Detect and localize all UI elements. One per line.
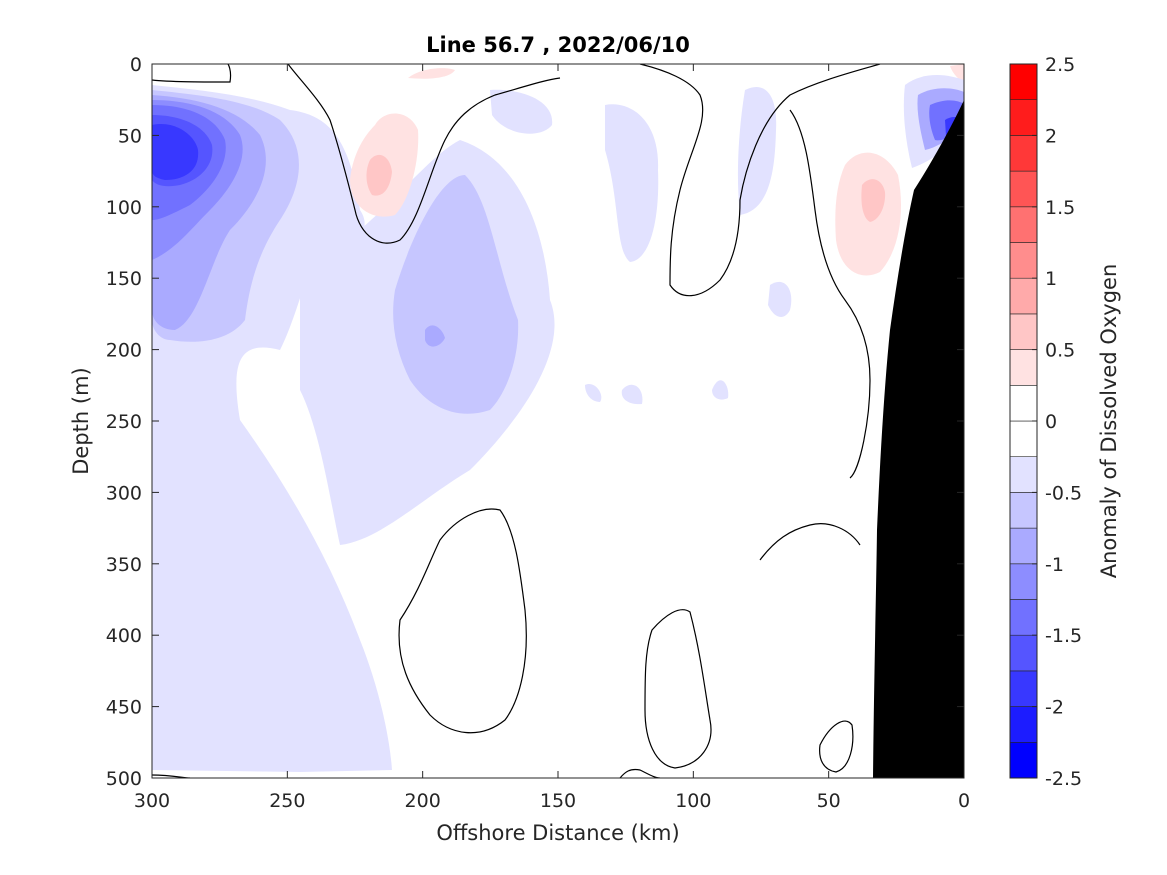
y-tick-label: 200 xyxy=(106,340,142,362)
y-axis-label: Depth (m) xyxy=(69,367,93,474)
colorbar-tick-label: 2 xyxy=(1045,125,1057,147)
x-tick-label: 200 xyxy=(405,790,441,812)
contour-line-j xyxy=(619,768,661,778)
colorbar-label: Anomaly of Dissolved Oxygen xyxy=(1097,264,1121,579)
x-tick-label: 250 xyxy=(269,790,305,812)
chart-title: Line 56.7 , 2022/06/10 xyxy=(426,33,690,57)
anomaly-region-pos-0.5-b xyxy=(861,179,886,222)
y-tick-label: 150 xyxy=(106,268,142,290)
colorbar-band xyxy=(1009,670,1038,707)
anomaly-region-neg-0.75-center xyxy=(425,325,445,347)
contour-line-h xyxy=(759,523,861,561)
x-tick-label: 50 xyxy=(817,790,841,812)
colorbar: 2.5 2 1.5 1 0.5 0 -0.5 -1 -1.5 -2 -2.5 Anomaly of … xyxy=(1009,54,1121,790)
colorbar-band xyxy=(1009,63,1038,101)
contour-line-e xyxy=(398,508,527,734)
y-tick-label: 500 xyxy=(106,768,142,790)
y-tick-label: 50 xyxy=(118,125,142,147)
colorbar-tick-label: 1.5 xyxy=(1045,197,1075,219)
colorbar-tick-label: 1 xyxy=(1045,268,1057,290)
colorbar-band xyxy=(1009,456,1038,493)
colorbar-tick-label: -2.5 xyxy=(1045,768,1082,790)
anomaly-region-pos-0.5-a xyxy=(366,154,392,196)
colorbar-tick-label: -1.5 xyxy=(1045,625,1082,647)
colorbar-band xyxy=(1009,599,1038,636)
colorbar-band xyxy=(1009,634,1038,672)
contour-line-c xyxy=(639,64,881,297)
colorbar-tick-label: 2.5 xyxy=(1045,54,1075,76)
colorbar-tick-label: -2 xyxy=(1045,697,1064,719)
colorbar-band xyxy=(1009,349,1038,386)
plot-area: 300 250 200 150 100 50 0 050100150200250300350… xyxy=(106,54,970,812)
anomaly-region-neg-0.25-e xyxy=(768,281,792,317)
x-axis-label: Offshore Distance (km) xyxy=(436,821,679,845)
anomaly-region-neg-0.25-b xyxy=(490,89,553,134)
y-tick-label: 350 xyxy=(106,554,142,576)
y-tick-label: 450 xyxy=(106,697,142,719)
colorbar-tick-label: 0 xyxy=(1045,411,1057,433)
colorbar-band xyxy=(1009,384,1038,422)
x-tick-label: 100 xyxy=(675,790,711,812)
colorbar-band xyxy=(1009,563,1038,600)
colorbar-bands xyxy=(1009,63,1038,779)
anomaly-region-pos-0.25-d xyxy=(950,64,964,82)
x-tick-label: 150 xyxy=(540,790,576,812)
colorbar-band xyxy=(1009,741,1038,779)
anomaly-fills xyxy=(152,64,964,778)
y-tick-label: 400 xyxy=(106,625,142,647)
anomaly-region-neg-0.25-f xyxy=(585,383,602,402)
colorbar-band xyxy=(1009,313,1038,350)
x-tick-label: 300 xyxy=(134,790,170,812)
colorbar-tick-label: 0.5 xyxy=(1045,340,1075,362)
colorbar-tick-label: -1 xyxy=(1045,554,1064,576)
anomaly-region-pos-0.25-c xyxy=(408,68,455,79)
anomaly-region-neg-0.25-g xyxy=(621,384,643,405)
anomaly-region-neg-0.5-center xyxy=(393,175,519,414)
contour-line-f xyxy=(644,609,712,769)
y-tick-label: 300 xyxy=(106,482,142,504)
anomaly-region-neg-0.25-d xyxy=(737,86,777,216)
colorbar-ticks: 2.5 2 1.5 1 0.5 0 -0.5 -1 -1.5 -2 -2.5 xyxy=(1032,54,1082,790)
contour-line-a xyxy=(152,64,232,83)
anomaly-region-neg-0.25-c xyxy=(605,104,659,262)
contour-line-d xyxy=(789,109,871,479)
colorbar-tick-label: -0.5 xyxy=(1045,482,1082,504)
y-tick-label: 250 xyxy=(106,411,142,433)
contour-line-b xyxy=(287,64,561,244)
x-axis-ticks: 300 250 200 150 100 50 0 xyxy=(134,64,970,812)
colorbar-band xyxy=(1009,420,1038,458)
colorbar-band xyxy=(1009,277,1038,315)
colorbar-band xyxy=(1009,242,1038,279)
colorbar-band xyxy=(1009,527,1038,565)
y-tick-label: 100 xyxy=(106,197,142,219)
colorbar-band xyxy=(1009,99,1038,136)
anomaly-region-neg-0.25-h xyxy=(712,380,729,400)
y-tick-label: 0 xyxy=(130,54,142,76)
colorbar-band xyxy=(1009,706,1038,743)
zero-contours xyxy=(152,64,881,778)
contour-line-g xyxy=(819,720,854,773)
bathymetry-seafloor xyxy=(873,100,964,778)
colorbar-band xyxy=(1009,170,1038,208)
x-tick-label: 0 xyxy=(958,790,970,812)
colorbar-band xyxy=(1009,492,1038,529)
y-axis-ticks: 0 50 100 150 200 250 300 350 400 450 500 xyxy=(106,54,964,790)
colorbar-band xyxy=(1009,206,1038,243)
anomaly-region-neg-1.75 xyxy=(152,124,199,180)
colorbar-band xyxy=(1009,135,1038,172)
